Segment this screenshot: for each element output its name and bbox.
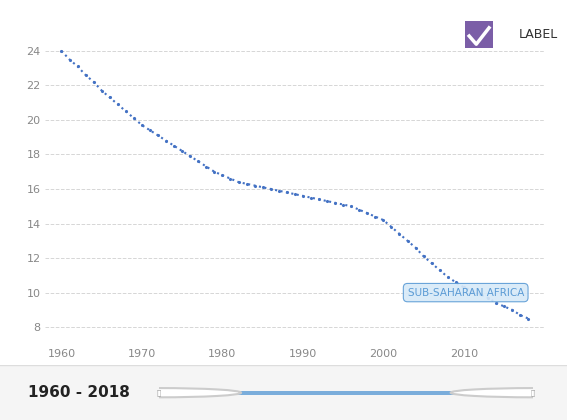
Text: 1960 - 2018: 1960 - 2018 [28, 385, 130, 400]
Bar [159, 391, 533, 395]
Text: SUB-SAHARAN AFRICA: SUB-SAHARAN AFRICA [408, 288, 524, 298]
Text: ⏸: ⏸ [531, 389, 535, 396]
Text: LABEL: LABEL [519, 28, 558, 41]
Text: ⏸: ⏸ [156, 389, 161, 396]
Circle shape [451, 388, 567, 397]
Circle shape [77, 388, 241, 397]
